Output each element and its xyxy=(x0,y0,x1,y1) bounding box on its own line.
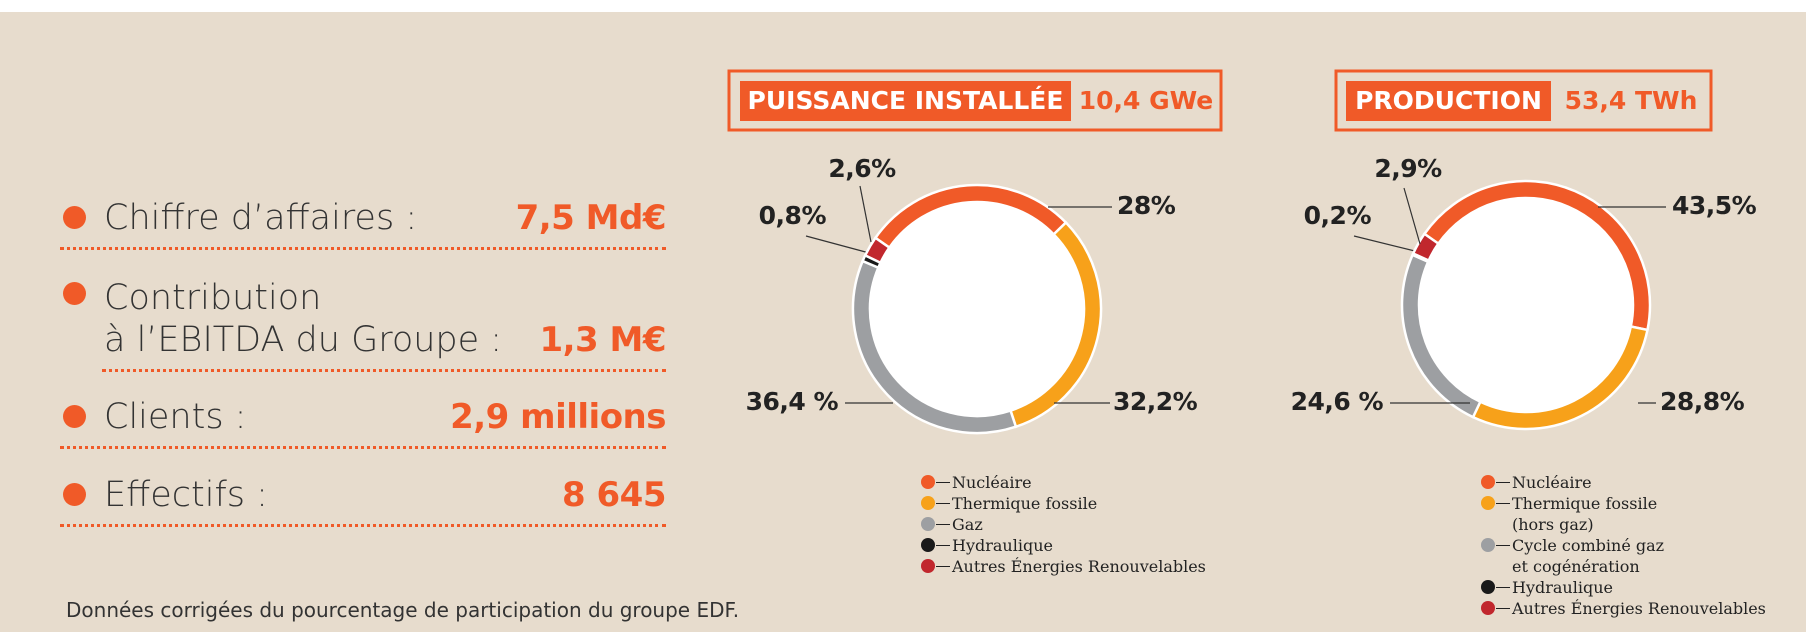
legend-label: Autres Énergies Renouvelables xyxy=(1512,599,1766,618)
legend-item: Thermique fossile (hors gaz) xyxy=(1481,493,1766,535)
bullet xyxy=(63,206,86,229)
title-box xyxy=(1346,81,1551,121)
title-box xyxy=(740,81,1071,121)
legend-dash xyxy=(1496,587,1510,588)
legend-item: Autres Énergies Renouvelables xyxy=(1481,598,1766,619)
legend-swatch xyxy=(921,517,935,531)
stat-value: 8 645 xyxy=(562,475,666,515)
value-label: 28,8% xyxy=(1660,387,1745,416)
value-label: 2,6% xyxy=(828,154,896,183)
legend-swatch xyxy=(921,496,935,510)
legend-label: Gaz xyxy=(952,515,983,534)
legend-swatch xyxy=(921,475,935,489)
legend-item: Hydraulique xyxy=(921,535,1206,556)
legend-dash xyxy=(1496,503,1510,504)
legend-label: Thermique fossile (hors gaz) xyxy=(1512,494,1658,534)
stat-row: Contribution à l’EBITDA du Groupe : 1,3 M… xyxy=(63,277,666,372)
legend-item: Autres Énergies Renouvelables xyxy=(921,556,1206,577)
legend-item: Cycle combiné gaz et cogénération xyxy=(1481,535,1766,577)
legend-swatch xyxy=(1481,580,1495,594)
title-frame xyxy=(727,69,1223,132)
bullet xyxy=(63,405,86,428)
leader-line xyxy=(859,185,872,243)
legend-label: Autres Énergies Renouvelables xyxy=(952,557,1206,576)
value-label: 0,8% xyxy=(759,201,827,230)
stat-label: Clients : xyxy=(104,397,247,437)
legend-dash xyxy=(936,503,950,504)
legend-item: Hydraulique xyxy=(1481,577,1766,598)
stat-label: Contribution à l’EBITDA du Groupe : xyxy=(104,278,503,360)
legend-dash xyxy=(1496,545,1510,546)
chart-subtitle: 53,4 TWh xyxy=(1565,86,1698,115)
value-label: 28% xyxy=(1117,191,1176,220)
legend: Nucléaire Thermique fossile (hors gaz) Cyc… xyxy=(1481,472,1766,619)
legend-item: Nucléaire xyxy=(1481,472,1766,493)
legend-label: Cycle combiné gaz et cogénération xyxy=(1512,536,1665,576)
legend-label: Hydraulique xyxy=(1512,578,1613,597)
legend-swatch xyxy=(921,559,935,573)
legend-item: Thermique fossile xyxy=(921,493,1206,514)
legend-label: Thermique fossile xyxy=(952,494,1098,513)
stat-label: Chiffre d’affaires : xyxy=(104,198,418,238)
stat-label: Effectifs : xyxy=(104,475,268,515)
legend-label: Nucléaire xyxy=(1512,473,1592,492)
stat-row: Chiffre d’affaires : 7,5 Md€ xyxy=(60,197,667,250)
chart-subtitle: 10,4 GWe xyxy=(1079,86,1214,115)
page: PUISSANCE INSTALLÉE 10,4 GWe 28% 32,2% 36,4 … xyxy=(0,12,1806,632)
charts: PUISSANCE INSTALLÉE 10,4 GWe 28% 32,2% 36,4 … xyxy=(727,69,1757,435)
leader-line xyxy=(1353,235,1424,254)
value-label: 36,4 % xyxy=(746,387,839,416)
stat-value: 2,9 millions xyxy=(450,397,666,437)
stat-value: 7,5 Md€ xyxy=(515,198,667,238)
leader-line xyxy=(805,235,874,255)
value-label: 43,5% xyxy=(1672,191,1757,220)
legend-item: Gaz xyxy=(921,514,1206,535)
legend-dash xyxy=(936,524,950,525)
chart-title: PUISSANCE INSTALLÉE xyxy=(748,86,1064,115)
value-label: 24,6 % xyxy=(1291,387,1384,416)
title-frame xyxy=(1334,69,1713,132)
legend-label: Hydraulique xyxy=(952,536,1053,555)
donut-hole xyxy=(853,185,1101,433)
slice xyxy=(1411,232,1441,263)
footnote: Données corrigées du pourcentage de part… xyxy=(66,598,740,622)
legend-dash xyxy=(1496,608,1510,609)
value-label: 2,9% xyxy=(1374,154,1442,183)
slice xyxy=(863,236,892,265)
stat-row: Effectifs : 8 645 xyxy=(60,474,666,527)
legend-swatch xyxy=(921,538,935,552)
legend-swatch xyxy=(1481,538,1495,552)
legend-dash xyxy=(1496,482,1510,483)
legend-dash xyxy=(936,482,950,483)
stat-row: Clients : 2,9 millions xyxy=(60,396,666,449)
legend-label: Nucléaire xyxy=(952,473,1032,492)
value-label: 32,2% xyxy=(1113,387,1198,416)
bullet xyxy=(63,282,86,305)
donut-hole xyxy=(1402,181,1650,429)
legend-item: Nucléaire xyxy=(921,472,1206,493)
leader-line xyxy=(1403,187,1421,245)
legend-swatch xyxy=(1481,601,1495,615)
chart-title: PRODUCTION xyxy=(1355,86,1542,115)
legend-swatch xyxy=(1481,496,1495,510)
legend: Nucléaire Thermique fossile Gaz Hydraulique… xyxy=(921,472,1206,577)
legend-dash xyxy=(936,545,950,546)
legend-dash xyxy=(936,566,950,567)
stat-value: 1,3 M€ xyxy=(539,320,666,360)
bullet xyxy=(63,483,86,506)
value-label: 0,2% xyxy=(1304,201,1372,230)
legend-swatch xyxy=(1481,475,1495,489)
